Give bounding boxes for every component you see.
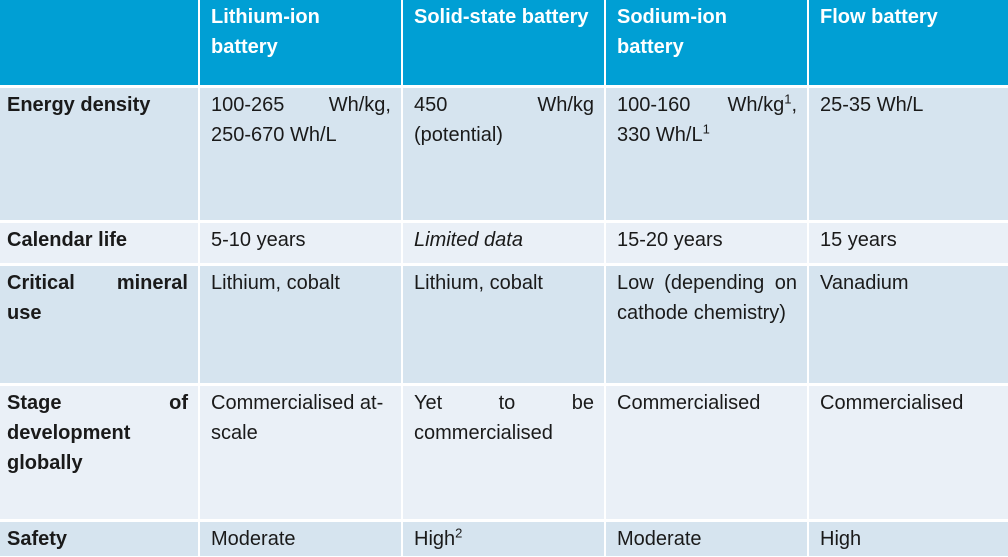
- cell-sodium-ion-stage: Commercialised: [605, 384, 809, 522]
- table-row: Stage of development globally Commercial…: [0, 384, 1008, 522]
- table-row: Critical mineral use Lithium, cobalt Lit…: [0, 264, 1008, 386]
- footnote-marker: 1: [702, 120, 710, 136]
- cell-sodium-ion-mineral: Low (depending on cathode chemistry): [605, 264, 809, 386]
- cell-flow-stage: Commercialised: [808, 384, 1008, 522]
- footnote-marker: 2: [455, 524, 463, 540]
- cell-solid-state-energy: 450 Wh/kg (potential): [402, 86, 606, 223]
- row-label-calendar-life: Calendar life: [0, 221, 200, 266]
- table-header-row: Lithium-ion battery Solid-state battery …: [0, 0, 1008, 88]
- cell-solid-state-mineral: Lithium, cobalt: [402, 264, 606, 386]
- header-corner-cell: [0, 0, 200, 88]
- row-label-stage-of-development: Stage of development globally: [0, 384, 200, 522]
- row-label-energy-density: Energy density: [0, 86, 200, 223]
- cell-solid-state-stage: Yet to be commercialised: [402, 384, 606, 522]
- header-solid-state: Solid-state battery: [402, 0, 606, 88]
- cell-sodium-ion-energy: 100-160 Wh/kg1, 330 Wh/L1: [605, 86, 809, 223]
- cell-lithium-ion-calendar: 5-10 years: [199, 221, 403, 266]
- table-row: Energy density 100-265 Wh/kg, 250-670 Wh…: [0, 86, 1008, 223]
- cell-flow-energy: 25-35 Wh/L: [808, 86, 1008, 223]
- cell-flow-mineral: Vanadium: [808, 264, 1008, 386]
- solid-safety-text: High: [414, 527, 456, 550]
- header-flow-battery: Flow battery: [808, 0, 1008, 88]
- header-lithium-ion: Lithium-ion battery: [199, 0, 403, 88]
- sodium-energy-part1: 100-160 Wh/kg: [617, 93, 785, 116]
- cell-flow-calendar: 15 years: [808, 221, 1008, 266]
- cell-solid-state-safety: High2: [402, 520, 606, 557]
- cell-sodium-ion-safety: Moderate: [605, 520, 809, 557]
- footnote-marker: 1: [784, 90, 792, 106]
- cell-lithium-ion-energy: 100-265 Wh/kg, 250-670 Wh/L: [199, 86, 403, 223]
- sodium-energy-part2: , 330 Wh/L: [617, 93, 797, 146]
- cell-lithium-ion-safety: Moderate: [199, 520, 403, 557]
- row-label-critical-mineral-use: Critical mineral use: [0, 264, 200, 386]
- cell-lithium-ion-stage: Commercialised at-scale: [199, 384, 403, 522]
- cell-lithium-ion-mineral: Lithium, cobalt: [199, 264, 403, 386]
- table-row: Calendar life 5-10 years Limited data 15…: [0, 221, 1008, 266]
- cell-solid-state-calendar: Limited data: [402, 221, 606, 266]
- header-sodium-ion: Sodium-ion battery: [605, 0, 809, 88]
- cell-sodium-ion-calendar: 15-20 years: [605, 221, 809, 266]
- table-row: Safety Moderate High2 Moderate High: [0, 520, 1008, 557]
- row-label-safety: Safety: [0, 520, 200, 557]
- cell-flow-safety: High: [808, 520, 1008, 557]
